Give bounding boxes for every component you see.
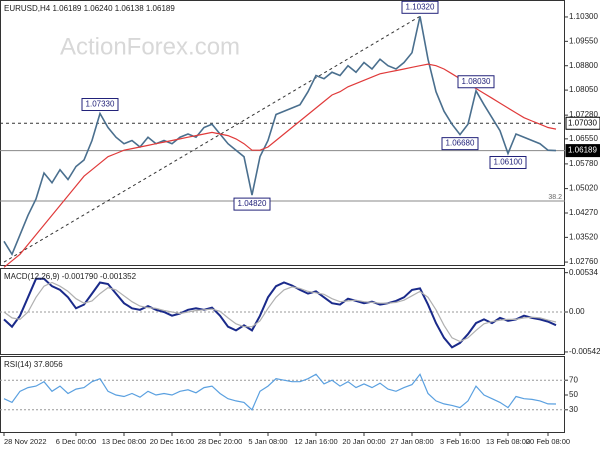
x-tick-label: 5 Jan 08:00: [248, 437, 287, 446]
series-line: [3, 63, 557, 268]
x-tick-label: 28 Nov 2022: [4, 437, 47, 446]
panel-title: RSI(14) 37.8056: [4, 360, 63, 369]
y-tick-label: 1.10300: [569, 12, 598, 21]
y-tick-label: 1.09550: [569, 36, 598, 45]
annotation-box: [441, 137, 479, 151]
annotation-label: 1.06100: [494, 158, 523, 167]
series-line: [3, 16, 557, 257]
annotation-box: [233, 197, 271, 211]
annotation-label: 1.04820: [238, 199, 267, 208]
trendline: [3, 15, 421, 263]
x-tick-label: 20 Jan 00:00: [342, 437, 385, 446]
level-box: [565, 144, 600, 158]
x-tick-label: 12 Jan 16:00: [294, 437, 337, 446]
y-tick-label: 1.08800: [569, 61, 598, 70]
x-tick-label: 13 Feb 08:00: [486, 437, 530, 446]
annotation-label: 1.08030: [462, 77, 491, 86]
annotation-label: 1.07330: [86, 100, 115, 109]
fib-label: 38.2: [548, 194, 562, 201]
series-line: [3, 373, 557, 411]
x-tick-label: 6 Dec 00:00: [56, 437, 96, 446]
y-tick-label: 1.07280: [569, 110, 598, 119]
level-label: 1.07030: [568, 118, 597, 127]
y-tick-label: -0.005421: [569, 347, 600, 356]
panel: [0, 356, 565, 433]
series-line: [3, 281, 557, 343]
y-tick-label: 1.03520: [569, 232, 598, 241]
annotation-box: [457, 75, 495, 89]
x-tick-label: 27 Jan 08:00: [390, 437, 433, 446]
x-tick-label: 13 Dec 08:00: [102, 437, 147, 446]
y-tick-label: 1.06550: [569, 134, 598, 143]
panel: [0, 0, 565, 266]
x-tick-label: 20 Dec 16:00: [150, 437, 195, 446]
watermark: ActionForex.com: [60, 33, 240, 60]
level-box: [565, 116, 600, 130]
panel-title: MACD(12,26,9) -0.001790 -0.001352: [4, 272, 137, 281]
y-tick-label: 70: [569, 375, 578, 384]
panel-title: EURUSD,H4 1.06189 1.06240 1.06138 1.0618…: [4, 4, 175, 13]
level-label: 1.06189: [568, 146, 597, 155]
y-tick-label: 1.08050: [569, 85, 598, 94]
annotation-box: [489, 155, 527, 169]
series-line: [3, 277, 557, 349]
y-tick-label: 1.04270: [569, 208, 598, 217]
annotation-box: [401, 0, 439, 14]
y-tick-label: 30: [569, 405, 578, 414]
annotation-label: 1.06680: [446, 139, 475, 148]
y-tick-label: 50: [569, 390, 578, 399]
y-tick-label: 1.05020: [569, 184, 598, 193]
y-tick-label: 0.00534: [569, 268, 598, 277]
annotation-box: [81, 98, 119, 112]
x-tick-label: 3 Feb 16:00: [440, 437, 480, 446]
x-tick-label: 20 Feb 08:00: [526, 437, 570, 446]
x-tick-label: 28 Dec 20:00: [198, 437, 243, 446]
annotation-label: 1.10320: [406, 2, 435, 11]
y-tick-label: 1.05780: [569, 159, 598, 168]
y-tick-label: 1.02760: [569, 257, 598, 266]
y-tick-label: 0.00: [569, 307, 585, 316]
